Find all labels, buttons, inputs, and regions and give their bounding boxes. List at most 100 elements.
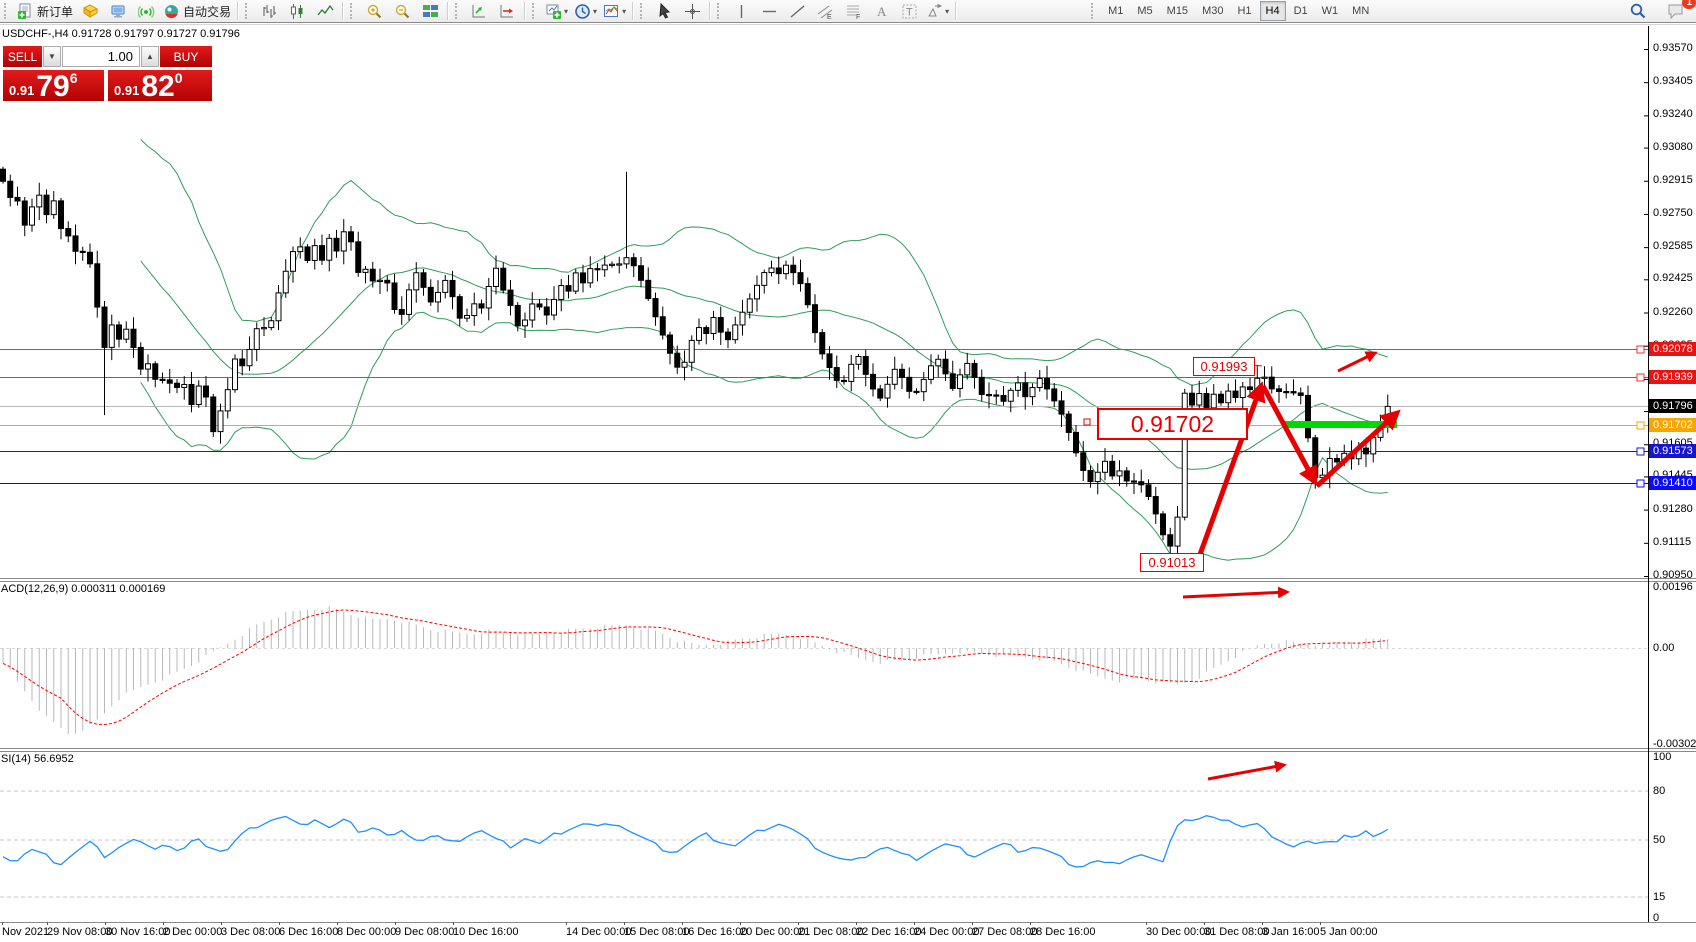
sell-button[interactable]: SELL — [3, 46, 42, 67]
chart-shift-button[interactable] — [493, 0, 521, 22]
hline-handle[interactable] — [1636, 345, 1645, 354]
svg-text:T: T — [906, 6, 913, 18]
bar-chart-button[interactable] — [255, 0, 283, 22]
auto-scroll-button[interactable] — [465, 0, 493, 22]
new-chart-button[interactable]: ▾ — [542, 0, 571, 22]
rsi-separator-a[interactable] — [0, 748, 1696, 749]
text-label-button[interactable]: T — [895, 0, 923, 22]
toolbar-group-handle[interactable] — [455, 3, 462, 19]
horizontal-line-button[interactable] — [755, 0, 783, 22]
svg-text:E: E — [827, 14, 832, 20]
price-tick-0.92750: 0.92750 — [1653, 206, 1693, 219]
trend-arrow-2[interactable] — [1260, 384, 1318, 487]
chevron-down-icon[interactable]: ▾ — [593, 6, 598, 16]
toolbar-group-handle[interactable] — [640, 3, 647, 19]
hline-handle[interactable] — [1636, 373, 1645, 382]
toolbar-right: 1 — [1614, 0, 1696, 22]
monitor-icon — [110, 3, 127, 20]
toolbar-group-handle[interactable] — [532, 3, 539, 19]
text-button[interactable]: A — [867, 0, 895, 22]
price-tag-0.91013[interactable]: 0.91013 — [1140, 553, 1204, 572]
horizontal-level-lines — [0, 345, 1648, 488]
tf-h4[interactable]: H4 — [1259, 1, 1286, 21]
price-tag-0.91702[interactable]: 0.91702 — [1097, 408, 1248, 440]
rsi-axis-0: 0 — [1653, 912, 1660, 924]
periods-button[interactable]: ▾ — [571, 0, 600, 22]
time-label: 22 Dec 16:00 — [856, 926, 922, 938]
time-label: 8 Dec 00:00 — [337, 926, 397, 938]
toolbar-group-handle[interactable] — [717, 3, 724, 19]
remote-terminals-button[interactable] — [104, 0, 132, 22]
candlestick-chart-button[interactable] — [283, 0, 311, 22]
search-button[interactable] — [1624, 0, 1652, 22]
autotrade-icon — [163, 3, 180, 20]
text-t-icon: T — [901, 3, 918, 20]
signals-button[interactable] — [132, 0, 160, 22]
buy-button[interactable]: BUY — [160, 46, 212, 67]
macd-axis--0.003027: -0.003027 — [1653, 738, 1696, 750]
toolbar-group-handle[interactable] — [350, 3, 357, 19]
hline-handle[interactable] — [1636, 421, 1645, 430]
tf-mn[interactable]: MN — [1352, 5, 1370, 17]
sell-quote[interactable]: 0.91 79 6 — [3, 70, 104, 102]
chevron-down-icon[interactable]: ▾ — [564, 6, 569, 16]
zoom-in-button[interactable] — [360, 0, 388, 22]
time-axis-separator — [0, 922, 1696, 923]
arrows-button[interactable]: ▾ — [923, 0, 952, 22]
cursor-button[interactable] — [650, 0, 678, 22]
macd-arrow-annotation[interactable] — [1182, 586, 1290, 599]
price-tick-0.92585: 0.92585 — [1653, 240, 1693, 253]
tf-w1[interactable]: W1 — [1321, 5, 1339, 17]
bb-middle-band — [140, 260, 1388, 470]
vertical-line-button[interactable] — [727, 0, 755, 22]
macd-separator-a[interactable] — [0, 578, 1696, 579]
tf-m30[interactable]: M30 — [1202, 5, 1224, 17]
hline-handle[interactable] — [1636, 447, 1645, 456]
equidistant-channel-button[interactable]: E — [811, 0, 839, 22]
buy-price-pip: 0 — [174, 70, 183, 86]
autotrading-button[interactable]: 自动交易 — [160, 0, 234, 22]
time-label: 3 Jan 16:00 — [1262, 926, 1320, 938]
toolbar-separator-bar — [632, 2, 634, 20]
green-highlight-line[interactable] — [1283, 421, 1397, 428]
svg-text:F: F — [856, 14, 860, 20]
trend-arrow-1[interactable] — [1191, 381, 1266, 572]
tf-m1[interactable]: M1 — [1108, 5, 1124, 17]
notification-badge: 1 — [1682, 0, 1696, 9]
chevron-down-icon[interactable]: ▾ — [945, 6, 950, 16]
rsi-separator-b[interactable] — [0, 751, 1696, 752]
toolbar-group-handle[interactable] — [1091, 3, 1098, 19]
buy-quote[interactable]: 0.91 82 0 — [108, 70, 212, 102]
tf-h1[interactable]: H1 — [1237, 5, 1252, 17]
tf-m15[interactable]: M15 — [1166, 5, 1189, 17]
publish-button[interactable] — [76, 0, 104, 22]
notifications-button[interactable]: 1 — [1662, 0, 1696, 22]
rsi-arrow-annotation[interactable] — [1207, 760, 1287, 781]
crosshair-button[interactable] — [678, 0, 706, 22]
trend-arrow-4[interactable] — [1337, 351, 1378, 373]
templates-button[interactable]: ▾ — [600, 0, 629, 22]
channel-icon: E — [817, 3, 834, 20]
volume-increase-button[interactable]: ▲ — [141, 46, 159, 67]
trend-arrow-3[interactable] — [1315, 409, 1401, 488]
price-label-0.91796: 0.91796 — [1649, 398, 1696, 413]
new-order-button[interactable]: 新订单 — [14, 0, 76, 22]
volume-input[interactable]: 1.00 — [62, 46, 140, 67]
fibonacci-button[interactable]: F — [839, 0, 867, 22]
fibo-icon: F — [845, 3, 862, 20]
zoom-out-button[interactable] — [388, 0, 416, 22]
trendline-button[interactable] — [783, 0, 811, 22]
tile-windows-button[interactable] — [416, 0, 444, 22]
tf-d1[interactable]: D1 — [1293, 5, 1308, 17]
macd-separator-b[interactable] — [0, 581, 1696, 582]
candles-icon — [289, 3, 306, 20]
volume-decrease-button[interactable]: ▼ — [43, 46, 61, 67]
line-chart-button[interactable] — [311, 0, 339, 22]
tf-m5[interactable]: M5 — [1137, 5, 1153, 17]
chevron-down-icon[interactable]: ▾ — [622, 6, 627, 16]
toolbar-group-handle[interactable] — [4, 3, 11, 19]
hline-handle[interactable] — [1636, 479, 1645, 488]
price-tag-0.91993[interactable]: 0.91993 — [1193, 357, 1255, 376]
toolbar-group-handle[interactable] — [245, 3, 252, 19]
